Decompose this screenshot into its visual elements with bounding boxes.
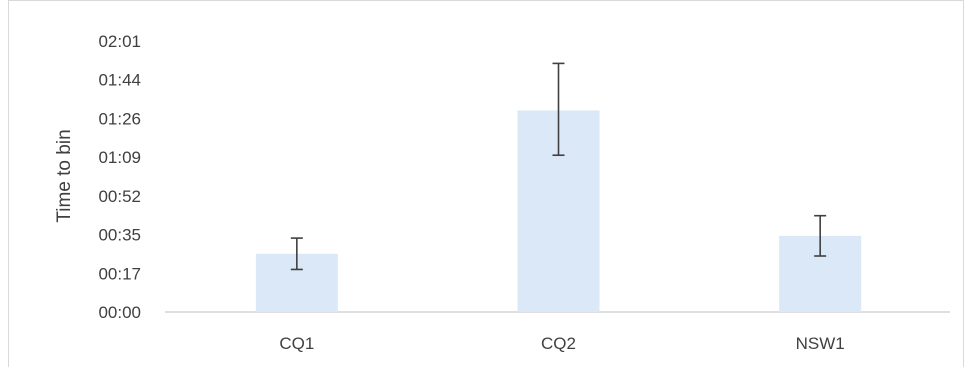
y-tick-label: 00:00 bbox=[98, 303, 141, 322]
y-tick-label: 00:35 bbox=[98, 226, 141, 245]
y-tick-label: 01:09 bbox=[98, 148, 141, 167]
y-tick-label: 01:26 bbox=[98, 109, 141, 128]
y-tick-label: 00:17 bbox=[98, 264, 141, 283]
x-axis-ticks: CQ1 CQ2 NSW1 bbox=[279, 334, 844, 353]
error-bars bbox=[290, 62, 827, 271]
x-tick-label: CQ1 bbox=[279, 334, 314, 353]
error-bar-cq2 bbox=[552, 62, 565, 157]
chart-frame bbox=[8, 0, 964, 367]
y-tick-label: 02:01 bbox=[98, 32, 141, 51]
x-tick-label: NSW1 bbox=[796, 334, 845, 353]
y-axis-ticks: 00:00 00:17 00:35 00:52 01:09 01:26 01:44 02:01 bbox=[98, 32, 141, 322]
x-tick-label: CQ2 bbox=[541, 334, 576, 353]
y-tick-label: 01:44 bbox=[98, 71, 141, 90]
y-tick-label: 00:52 bbox=[98, 187, 141, 206]
error-bar-nsw1 bbox=[814, 214, 827, 257]
y-axis-title: Time to bin bbox=[54, 129, 75, 222]
error-bar-cq1 bbox=[290, 237, 303, 271]
